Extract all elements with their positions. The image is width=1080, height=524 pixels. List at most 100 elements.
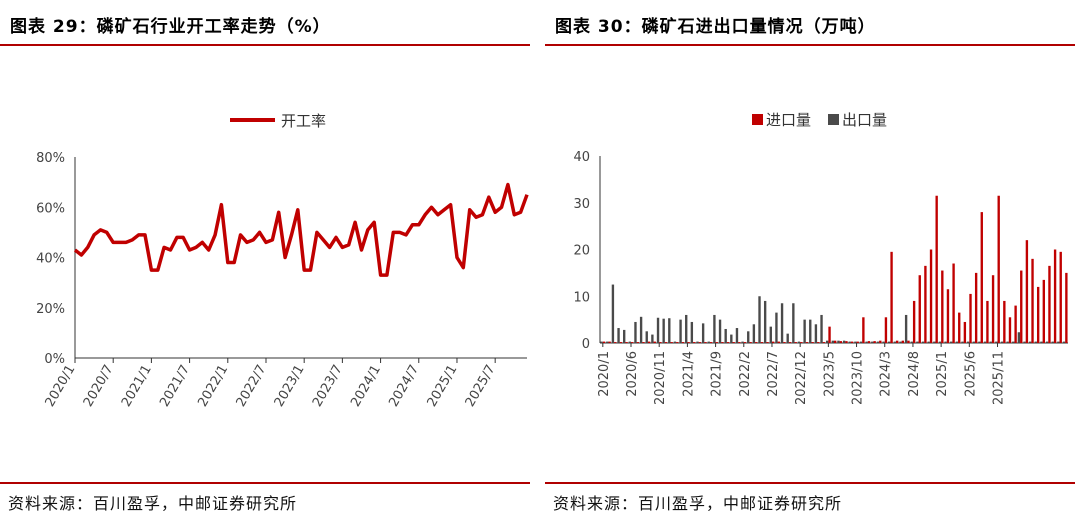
export-bar bbox=[797, 341, 801, 343]
import-bar bbox=[918, 275, 921, 343]
import-bar bbox=[839, 341, 843, 343]
export-bar bbox=[1023, 341, 1026, 343]
import-bar bbox=[856, 341, 859, 343]
export-bar bbox=[825, 340, 829, 343]
right-panel: 图表 30：磷矿石进出口量情况（万吨） 0 10 20 30 40 2020/1 2020/… bbox=[545, 0, 1075, 524]
export-bar bbox=[876, 341, 880, 343]
import-bar bbox=[884, 317, 888, 343]
y-tick-label: 20% bbox=[36, 302, 65, 317]
title-divider bbox=[545, 44, 1075, 46]
y-tick-label: 40% bbox=[36, 252, 65, 267]
x-tick-label: 2022/7 bbox=[766, 351, 781, 397]
import-bar bbox=[811, 342, 814, 343]
export-bar bbox=[854, 341, 857, 343]
legend-swatch-import bbox=[752, 114, 763, 125]
footer-divider bbox=[545, 482, 1075, 484]
line-chart: 0%20%40%60%80%2020/1 2020/7 2021/1 2021/7 20… bbox=[36, 112, 529, 410]
export-bar bbox=[707, 341, 710, 343]
x-tick-label: 2021/9 bbox=[710, 351, 725, 397]
export-bar bbox=[752, 324, 756, 343]
export-bar bbox=[713, 314, 716, 343]
export-bar bbox=[882, 341, 885, 343]
export-bar bbox=[837, 340, 840, 343]
export-bar bbox=[741, 341, 744, 343]
import-bar bbox=[1025, 240, 1029, 343]
export-bar bbox=[685, 314, 688, 343]
x-tick-label: 2021/7 bbox=[157, 363, 193, 410]
export-bar bbox=[859, 341, 863, 343]
x-tick-label: 2022/12 bbox=[794, 351, 809, 405]
import-bar bbox=[822, 342, 826, 343]
import-bar bbox=[907, 340, 910, 343]
export-bar bbox=[606, 341, 609, 343]
export-bar bbox=[701, 323, 705, 343]
source-note-left: 资料来源：百川盈孚，中邮证券研究所 bbox=[8, 494, 298, 513]
y-tick-label: 40 bbox=[573, 150, 590, 165]
x-tick-label: 2024/7 bbox=[386, 363, 422, 410]
export-bar bbox=[628, 341, 632, 343]
export-bar bbox=[1062, 341, 1066, 343]
import-bar bbox=[602, 341, 606, 343]
import-bar bbox=[997, 195, 1000, 343]
export-bar bbox=[944, 341, 947, 343]
export-bar bbox=[888, 341, 891, 343]
import-bar bbox=[670, 342, 673, 343]
x-tick-label: 2020/1 bbox=[43, 363, 79, 410]
import-bar bbox=[845, 341, 848, 343]
legend-label-export: 出口量 bbox=[842, 111, 887, 129]
export-bar bbox=[668, 318, 671, 343]
export-bar bbox=[989, 341, 992, 343]
export-bar bbox=[679, 319, 682, 344]
export-bar bbox=[831, 340, 834, 343]
export-bar bbox=[724, 328, 727, 343]
import-bar bbox=[631, 342, 634, 343]
x-tick-label: 2021/1 bbox=[119, 363, 155, 410]
export-bar bbox=[814, 324, 818, 343]
import-bar bbox=[1031, 258, 1034, 343]
export-bar bbox=[780, 303, 784, 343]
chart-title-right: 图表 30：磷矿石进出口量情况（万吨） bbox=[555, 17, 876, 37]
x-tick-label: 2025/7 bbox=[463, 363, 499, 410]
legend-label-import: 进口量 bbox=[766, 111, 811, 129]
import-bar bbox=[1020, 270, 1023, 343]
export-bar bbox=[656, 317, 660, 343]
import-bar bbox=[766, 342, 769, 343]
source-note-right: 资料来源：百川盈孚，中邮证券研究所 bbox=[553, 494, 843, 513]
import-bar bbox=[760, 342, 764, 343]
import-bar bbox=[941, 270, 944, 343]
export-bar bbox=[673, 341, 677, 343]
x-tick-label: 2020/11 bbox=[653, 351, 668, 405]
import-bar bbox=[986, 300, 989, 343]
import-bar bbox=[991, 275, 995, 343]
export-bar bbox=[933, 341, 936, 343]
import-bar bbox=[693, 342, 696, 343]
x-tick-label: 2023/5 bbox=[822, 351, 837, 397]
import-bar bbox=[788, 342, 792, 343]
export-bar bbox=[690, 321, 694, 343]
import-bar bbox=[738, 342, 741, 343]
export-bar bbox=[966, 341, 970, 343]
import-bar bbox=[636, 342, 640, 343]
export-bar bbox=[848, 341, 851, 343]
export-bar bbox=[1017, 332, 1021, 343]
x-tick-label: 2025/6 bbox=[963, 351, 978, 397]
export-bar bbox=[1034, 341, 1037, 343]
export-bar bbox=[763, 300, 767, 343]
left-panel: 图表 29：磷矿石行业开工率走势（%） 0% 20% 40% 60% 80% 2020/1… bbox=[0, 0, 530, 524]
export-bar bbox=[662, 318, 665, 343]
import-bar bbox=[709, 342, 713, 343]
export-bar bbox=[961, 341, 964, 343]
export-bar bbox=[730, 334, 733, 343]
x-tick-label: 2024/1 bbox=[348, 363, 384, 410]
import-bar bbox=[912, 300, 916, 343]
export-bar bbox=[600, 341, 603, 343]
import-bar bbox=[625, 342, 628, 343]
import-bar bbox=[721, 342, 724, 343]
export-bar bbox=[1006, 341, 1009, 343]
export-bar bbox=[803, 319, 806, 344]
chart-title-left: 图表 29：磷矿石行业开工率走势（%） bbox=[10, 17, 331, 37]
x-tick-label: 2024/3 bbox=[879, 351, 894, 397]
import-bar bbox=[642, 342, 645, 343]
x-tick-label: 2023/10 bbox=[851, 351, 866, 405]
y-tick-label: 0% bbox=[44, 352, 65, 367]
